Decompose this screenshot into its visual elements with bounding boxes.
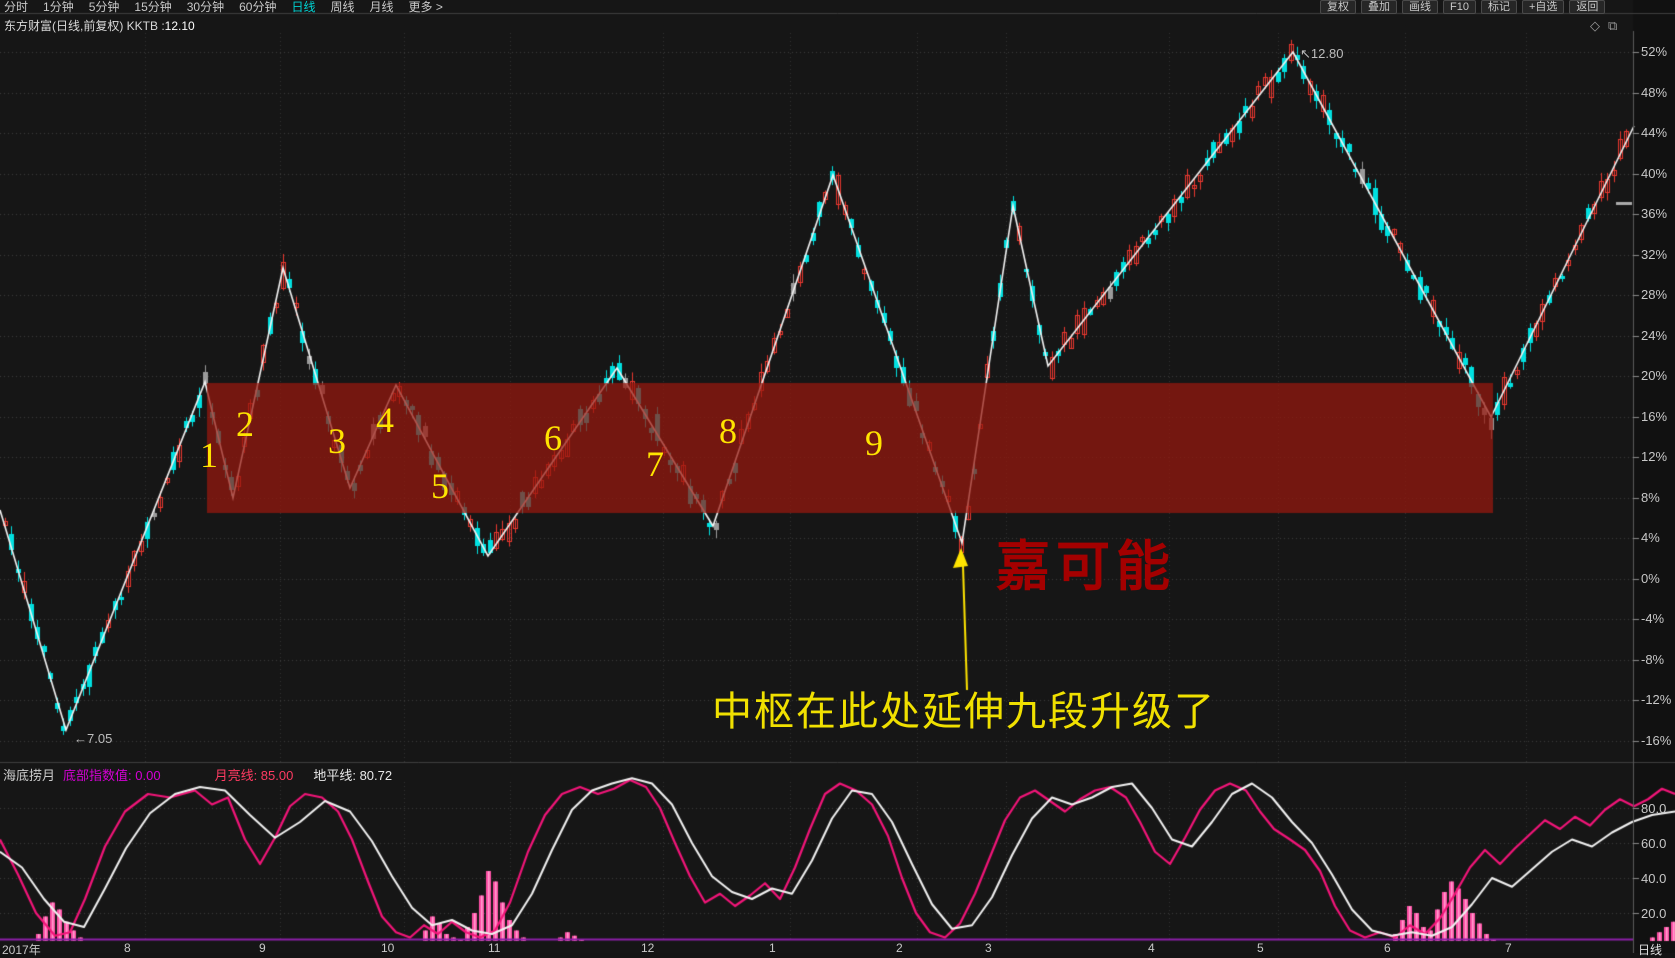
period-tab-2[interactable]: 5分钟 — [88, 0, 120, 14]
segment-number-6: 6 — [544, 418, 562, 458]
indicator-value: 12.10 — [164, 19, 195, 33]
main-y-label: -12% — [1641, 692, 1672, 707]
segment-number-7: 7 — [646, 444, 664, 484]
period-tab-5[interactable]: 60分钟 — [239, 0, 277, 14]
period-tab-0[interactable]: 分时 — [4, 0, 29, 14]
x-axis-label: 9 — [259, 941, 266, 955]
x-axis-label: 6 — [1384, 941, 1391, 955]
x-axis-label: 2017年 — [2, 943, 41, 957]
period-tab-4[interactable]: 30分钟 — [186, 0, 225, 14]
indicator-name: KKTB : — [123, 19, 165, 33]
watermark-caption: 嘉可能 — [996, 537, 1176, 597]
x-axis-label: 5 — [1257, 941, 1264, 955]
main-y-label: 40% — [1641, 165, 1668, 181]
instrument-title: 东方财富(日线,前复权) — [4, 19, 124, 33]
x-axis-label: 4 — [1148, 941, 1155, 955]
x-axis-label: 2 — [896, 941, 903, 955]
main-y-label: 52% — [1641, 44, 1668, 59]
main-y-label: -16% — [1641, 732, 1672, 748]
x-axis-label: 10 — [381, 941, 395, 955]
toolbar-button-3[interactable]: F10 — [1443, 0, 1476, 14]
diamond-marker-icon[interactable]: ◇ — [1590, 18, 1600, 33]
period-tab-3[interactable]: 15分钟 — [134, 0, 172, 14]
x-axis-period-label: 日线 — [1638, 943, 1663, 957]
panel-layout-icon[interactable]: ⧉ — [1608, 18, 1618, 33]
main-y-label: -4% — [1641, 611, 1665, 626]
x-axis-label: 8 — [124, 941, 131, 955]
main-y-label: 12% — [1641, 449, 1668, 464]
x-axis-label: 11 — [488, 941, 501, 955]
readout-value: 80.72 — [355, 768, 393, 783]
main-y-label: 44% — [1641, 125, 1668, 140]
toolbar-buttons: 复权 叠加 画线 F10 标记 +自选 返回 — [1320, 0, 1606, 14]
main-y-label: 28% — [1641, 287, 1668, 302]
annotation-caption: 中枢在此处延伸九段升级了 — [712, 689, 1216, 734]
readout-label: 月亮线: — [214, 768, 258, 783]
x-axis-label: 7 — [1505, 941, 1512, 955]
indicator-y-label: 80.0 — [1641, 801, 1667, 816]
indicator-title: 海底捞月 — [3, 768, 56, 783]
high-price-label: ↖12.80 — [1300, 46, 1344, 61]
toolbar-button-0[interactable]: 复权 — [1320, 0, 1356, 14]
period-toolbar: 分时 1分钟 5分钟 15分钟 30分钟 60分钟 日线 周线 月线 更多 > — [4, 1, 443, 14]
chart-corner-icons: ◇ ⧉ — [1590, 18, 1617, 34]
segment-number-9: 9 — [865, 423, 883, 463]
x-axis-label: 1 — [769, 941, 776, 955]
indicator-y-label: 40.0 — [1641, 871, 1667, 886]
indicator-readout-2: 地平线: 80.72 — [313, 765, 392, 784]
main-y-label: 24% — [1641, 327, 1668, 343]
toolbar-button-4[interactable]: 标记 — [1480, 0, 1517, 14]
segment-number-4: 4 — [376, 400, 394, 440]
readout-value: 85.00 — [257, 768, 294, 783]
segment-number-3: 3 — [328, 421, 346, 461]
indicator-y-label: 20.0 — [1641, 906, 1667, 921]
readout-label: 底部指数值: — [63, 768, 132, 783]
main-y-label: -8% — [1641, 651, 1665, 667]
period-tab-6[interactable]: 日线 — [291, 0, 316, 14]
period-tab-7[interactable]: 周线 — [330, 0, 355, 14]
main-y-label: 0% — [1641, 570, 1660, 586]
main-y-label: 48% — [1641, 84, 1668, 100]
period-tab-9[interactable]: 更多 > — [408, 0, 443, 14]
toolbar-button-2[interactable]: 画线 — [1402, 0, 1438, 14]
indicator-y-label: 60.0 — [1641, 836, 1667, 851]
main-y-label: 16% — [1641, 408, 1668, 424]
main-y-label: 8% — [1641, 489, 1660, 505]
readout-label: 地平线: — [313, 768, 356, 783]
period-tab-8[interactable]: 月线 — [369, 0, 394, 14]
segment-number-1: 1 — [200, 435, 218, 475]
period-tab-1[interactable]: 1分钟 — [43, 0, 74, 14]
main-y-label: 20% — [1641, 368, 1668, 383]
segment-number-5: 5 — [431, 466, 449, 506]
low-price-label: ←7.05 — [74, 731, 113, 746]
indicator-readout-1: 月亮线: 85.00 — [215, 765, 294, 784]
segment-number-2: 2 — [236, 404, 254, 444]
chart-title-bar: 东方财富(日线,前复权) KKTB :12.10 — [4, 17, 195, 34]
toolbar-button-6[interactable]: 返回 — [1569, 0, 1606, 14]
toolbar-button-5[interactable]: +自选 — [1521, 0, 1565, 14]
x-axis-label: 12 — [641, 941, 655, 955]
indicator-readout-0: 底部指数值: 0.00 — [63, 765, 161, 784]
segment-number-8: 8 — [719, 411, 737, 451]
toolbar-button-1[interactable]: 叠加 — [1361, 0, 1397, 14]
indicator-header: 海底捞月 底部指数值: 0.00 月亮线: 85.00 地平线: 80.72 — [3, 765, 406, 784]
main-y-label: 32% — [1641, 246, 1668, 262]
main-y-label: 36% — [1641, 206, 1668, 221]
main-y-label: 4% — [1641, 530, 1660, 545]
readout-value: 0.00 — [131, 768, 161, 783]
x-axis-label: 3 — [985, 941, 992, 955]
